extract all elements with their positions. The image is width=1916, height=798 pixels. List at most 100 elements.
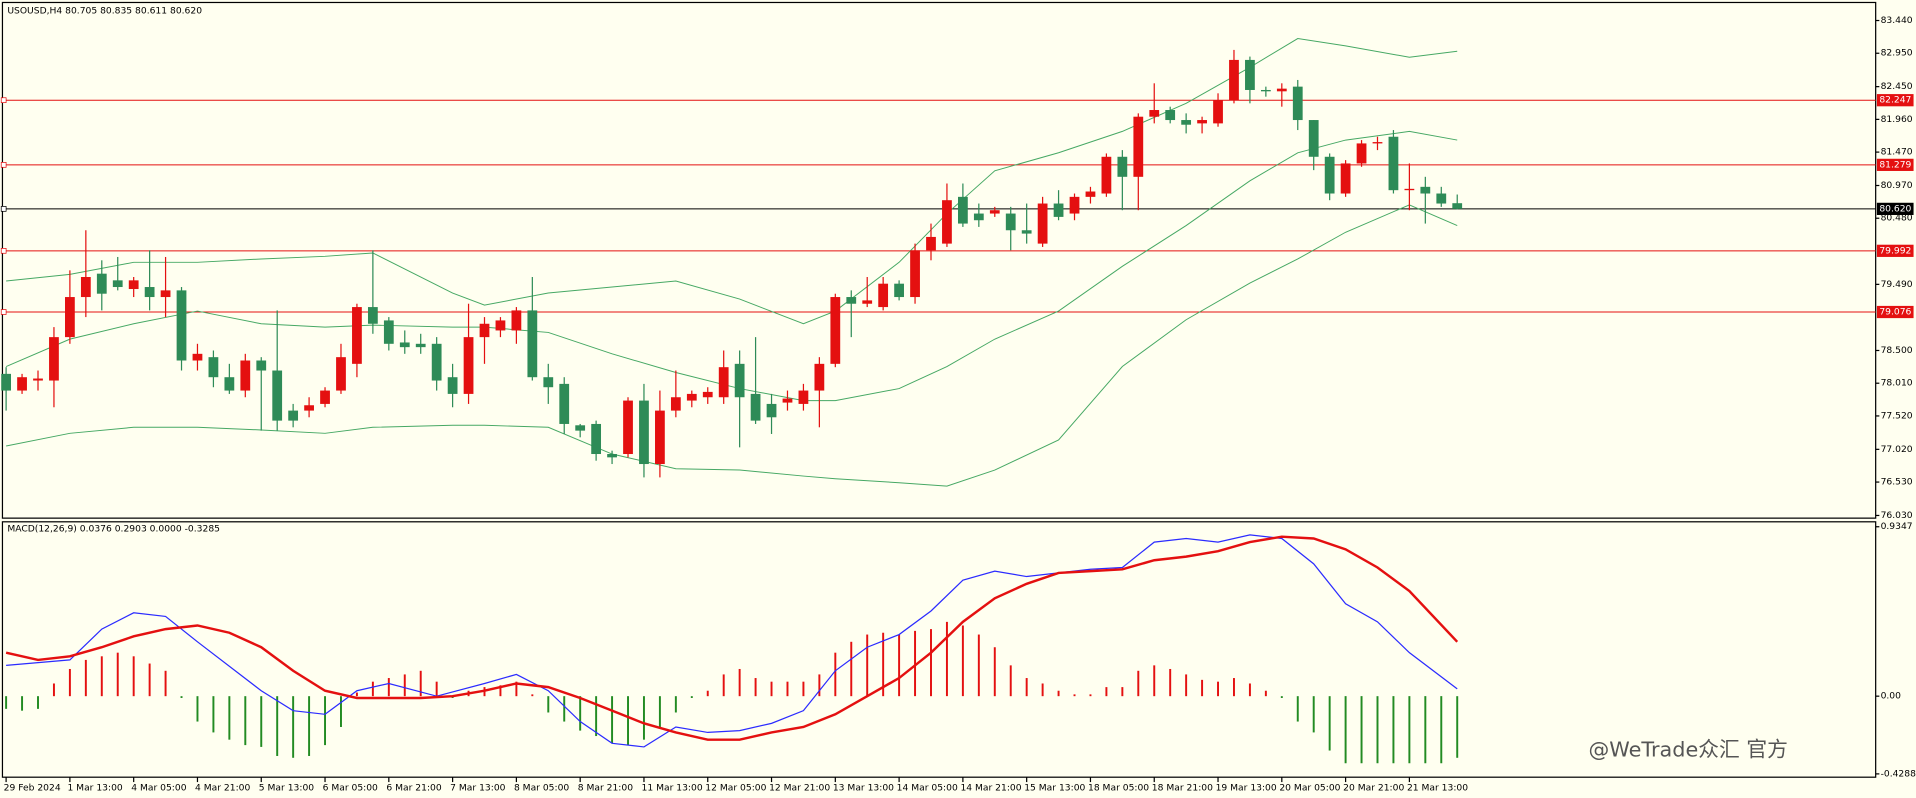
candle-body <box>973 213 984 221</box>
candle-body <box>1117 156 1128 177</box>
candle-body <box>718 367 729 398</box>
macd-panel <box>1 521 1877 778</box>
candle-body <box>591 423 602 455</box>
candle-body <box>1181 120 1192 125</box>
candle-body <box>878 283 889 308</box>
candle-body <box>1021 230 1032 234</box>
candle-body <box>49 337 59 381</box>
candle-body <box>240 360 251 391</box>
level-label-bg <box>1876 244 1914 257</box>
candle-body <box>575 425 586 431</box>
candle-body <box>1085 191 1096 197</box>
candle-body <box>910 250 920 298</box>
candle-body <box>288 410 299 421</box>
level-marker <box>0 97 7 104</box>
level-label-bg <box>1876 202 1914 215</box>
candle-body <box>1340 163 1351 194</box>
candle-body <box>431 343 442 381</box>
candle-body <box>639 400 649 465</box>
x-tick-label: 18 Mar 21:00 <box>1152 783 1213 794</box>
candle-body <box>1165 110 1176 121</box>
y-tick-label: 0.9347 <box>1881 521 1913 532</box>
y-tick-label: 81.470 <box>1881 147 1913 158</box>
y-tick-label: 80.970 <box>1881 180 1913 191</box>
candle-body <box>1388 136 1399 191</box>
candle-body <box>798 390 809 404</box>
candle-body <box>33 378 43 381</box>
x-tick-label: 6 Mar 05:00 <box>323 783 378 794</box>
candle-body <box>65 297 75 338</box>
candle-body <box>766 403 777 418</box>
level-label: 79.992 <box>1879 245 1911 256</box>
candle-body <box>1436 193 1447 204</box>
candle-body <box>559 383 570 424</box>
indicator-line <box>6 38 1458 325</box>
y-tick-label: -0.4288 <box>1881 768 1916 779</box>
y-tick-label: 79.490 <box>1881 279 1913 290</box>
x-tick-label: 14 Mar 05:00 <box>897 783 958 794</box>
candle-body <box>894 283 904 298</box>
candle-body <box>655 410 665 465</box>
candle-body <box>1197 120 1207 124</box>
y-tick-label: 82.950 <box>1881 48 1913 59</box>
candle-body <box>128 280 139 290</box>
candle-body <box>160 290 171 298</box>
x-tick-label: 29 Feb 2024 <box>4 783 61 794</box>
candle-body <box>1 373 11 391</box>
candle-body <box>1069 196 1080 214</box>
y-tick-label: 82.450 <box>1881 81 1913 92</box>
candle-body <box>272 370 283 421</box>
candle-body <box>607 454 617 458</box>
x-tick-label: 12 Mar 05:00 <box>705 783 766 794</box>
x-tick-label: 11 Mar 13:00 <box>642 783 703 794</box>
watermark: @WeTrade众汇 官方 <box>1589 737 1788 761</box>
candle-body <box>1276 88 1287 92</box>
level-marker <box>0 248 7 254</box>
candle-body <box>782 398 793 403</box>
candle-body <box>750 393 761 421</box>
x-tick-label: 19 Mar 13:00 <box>1216 783 1277 794</box>
candle-body <box>543 377 554 388</box>
candle-body <box>830 297 841 364</box>
candle-body <box>1245 59 1255 90</box>
x-tick-label: 6 Mar 21:00 <box>386 783 441 794</box>
x-tick-label: 12 Mar 21:00 <box>769 783 830 794</box>
candle-body <box>176 290 187 361</box>
x-tick-label: 18 Mar 05:00 <box>1088 783 1149 794</box>
candle-body <box>1308 120 1319 157</box>
candle-body <box>80 277 91 298</box>
x-tick-label: 15 Mar 13:00 <box>1024 783 1085 794</box>
candle-body <box>1452 203 1463 209</box>
y-tick-label: 76.530 <box>1881 477 1913 488</box>
candle-body <box>479 323 490 338</box>
candle-body <box>1037 203 1048 244</box>
candle-body <box>623 400 633 455</box>
candle-body <box>367 307 378 324</box>
candle-body <box>926 236 936 251</box>
candle-body <box>1260 89 1271 92</box>
level-label-bg <box>1876 94 1914 107</box>
candle-body <box>192 353 203 361</box>
x-tick-label: 8 Mar 21:00 <box>578 783 633 794</box>
level-label: 82.247 <box>1879 95 1911 106</box>
candle-body <box>112 280 123 288</box>
level-marker <box>0 309 7 315</box>
x-tick-label: 21 Mar 13:00 <box>1407 783 1468 794</box>
y-tick-label: 81.960 <box>1881 114 1913 125</box>
candle-body <box>17 377 27 391</box>
candle-body <box>1229 59 1239 101</box>
candle-body <box>415 343 426 348</box>
candle-body <box>958 196 968 224</box>
candle-body <box>1213 100 1223 124</box>
candle-body <box>942 200 952 244</box>
candle-body <box>1420 186 1431 194</box>
y-tick-label: 78.500 <box>1881 345 1913 356</box>
x-tick-label: 13 Mar 13:00 <box>833 783 894 794</box>
y-tick-label: 76.030 <box>1881 510 1913 521</box>
x-tick-label: 8 Mar 05:00 <box>514 783 569 794</box>
level-label: 81.279 <box>1879 159 1911 170</box>
level-label: 79.076 <box>1879 307 1911 318</box>
y-tick-label: 83.440 <box>1881 15 1913 26</box>
candle-body <box>670 397 681 411</box>
